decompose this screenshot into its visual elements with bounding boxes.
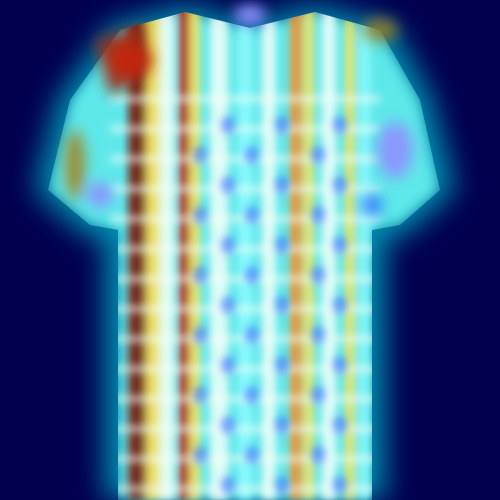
stripe-cyan	[238, 12, 252, 500]
spot-blue	[221, 296, 235, 314]
band-light	[110, 245, 380, 253]
spot-blue	[311, 146, 325, 164]
spot-blue	[333, 116, 347, 134]
spot-blue	[221, 356, 235, 374]
stripe-white	[210, 12, 228, 500]
spot-blue	[221, 116, 235, 134]
band-light	[110, 185, 380, 193]
band-light	[110, 395, 380, 403]
spot-blue	[311, 446, 325, 464]
spot-blue	[193, 266, 207, 284]
vertical-stripes	[128, 12, 370, 500]
stripe-orange	[290, 12, 302, 500]
stripe-yellow	[304, 12, 314, 500]
spot-blue	[275, 476, 289, 494]
spot-blue	[193, 326, 207, 344]
spot-blue	[221, 416, 235, 434]
stripe-dark-red	[128, 12, 150, 500]
spot-blue	[333, 296, 347, 314]
shoulder-accents	[65, 5, 413, 215]
spot-blue	[311, 266, 325, 284]
band-light	[110, 155, 380, 163]
spot-blue	[311, 386, 325, 404]
spot-blue	[193, 386, 207, 404]
spot-blue	[275, 356, 289, 374]
band-light	[110, 215, 380, 223]
spot-blue	[275, 176, 289, 194]
band-light	[110, 335, 380, 343]
spot-blue	[275, 416, 289, 434]
spot-blue	[221, 176, 235, 194]
spot-blue	[333, 236, 347, 254]
spot-blue	[221, 476, 235, 494]
spot-blue	[333, 476, 347, 494]
horizontal-bands	[110, 95, 380, 493]
spot-blue	[275, 296, 289, 314]
spot-blue	[193, 206, 207, 224]
stripe-white	[160, 12, 174, 500]
stripe-yellow	[146, 12, 162, 500]
stripe-white	[262, 12, 276, 500]
band-light	[110, 305, 380, 313]
spot-blue	[311, 326, 325, 344]
spot-blue	[275, 236, 289, 254]
band-light	[110, 365, 380, 373]
spot-blue	[311, 206, 325, 224]
spot-blue	[221, 236, 235, 254]
spot-blue	[245, 386, 259, 404]
band-light	[110, 275, 380, 283]
spot-blue	[245, 326, 259, 344]
band-light	[110, 455, 380, 463]
spot-blue	[333, 176, 347, 194]
spot-blue	[245, 146, 259, 164]
stripe-white	[322, 12, 336, 500]
blue-spots	[193, 116, 347, 494]
spot-blue	[245, 266, 259, 284]
spot-blue	[193, 146, 207, 164]
band-light	[110, 425, 380, 433]
stripe-red	[178, 12, 190, 500]
spot-blue	[193, 446, 207, 464]
spot-blue	[275, 116, 289, 134]
spot-blue	[333, 416, 347, 434]
spot-blue	[245, 446, 259, 464]
band-light	[110, 95, 380, 103]
band-light	[110, 125, 380, 133]
spot-blue	[333, 356, 347, 374]
band-light	[110, 485, 380, 493]
stripe-yellow	[190, 12, 200, 500]
stripe-yellow	[345, 12, 355, 500]
spot-blue	[245, 206, 259, 224]
stripe-cyan	[360, 12, 370, 500]
